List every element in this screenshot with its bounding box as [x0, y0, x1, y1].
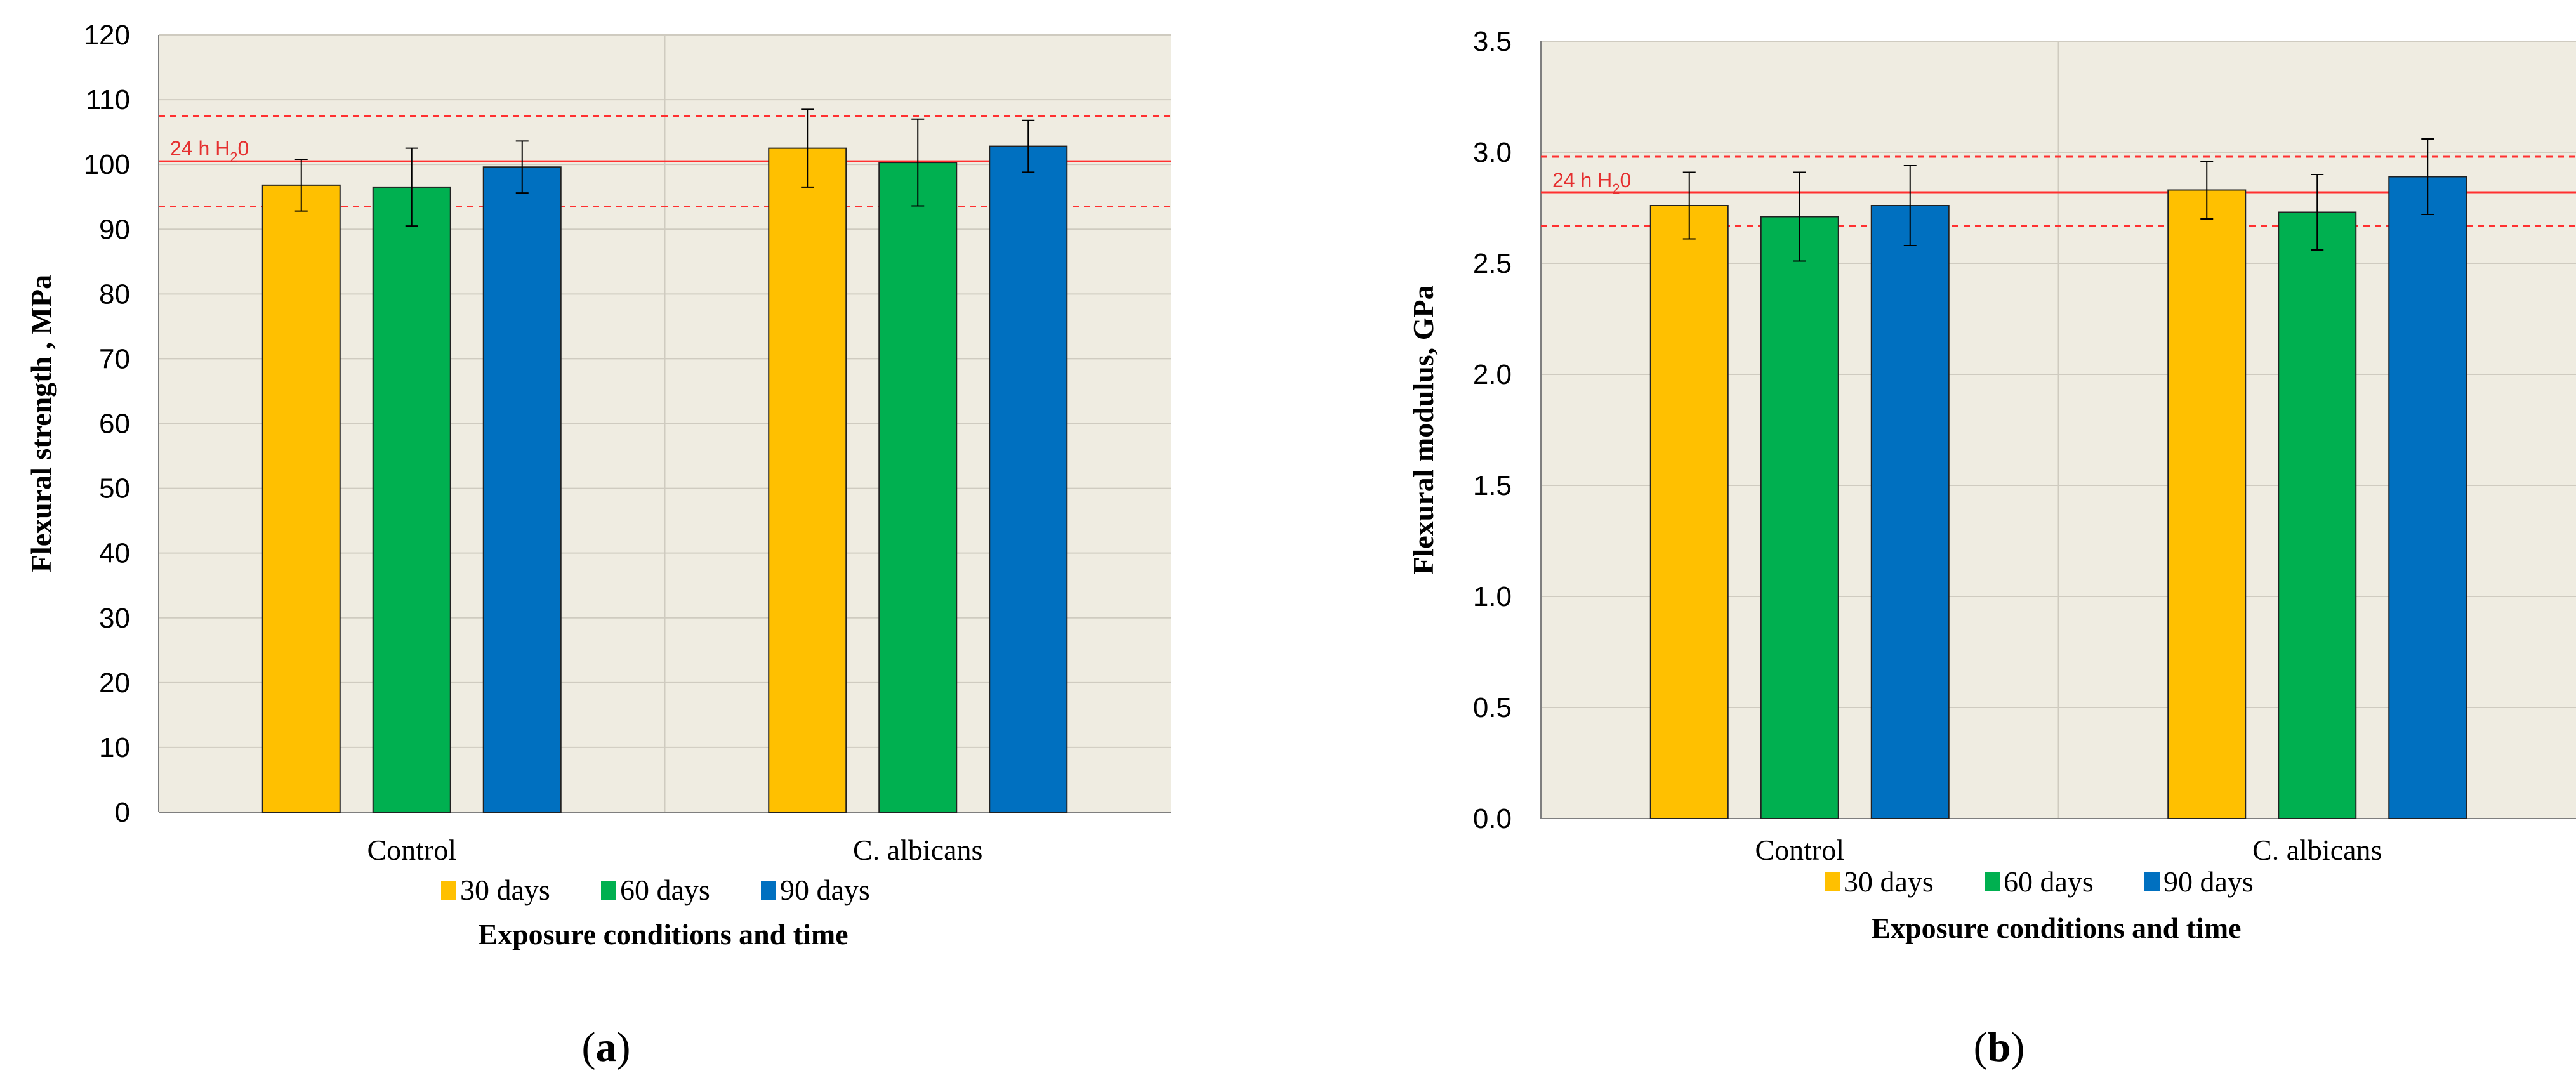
y-tick-label: 60: [99, 409, 130, 440]
bar-30-days-1: [768, 147, 847, 813]
legend-swatch: [601, 881, 616, 900]
legend-label: 30 days: [460, 874, 550, 906]
bar-30-days-1: [2167, 189, 2247, 819]
y-tick-label: 2.0: [1473, 359, 1512, 390]
error-bar: [2421, 138, 2434, 215]
legend-swatch: [1825, 872, 1840, 891]
y-tick-label: 0: [115, 797, 130, 828]
bar-90-days-0: [1870, 205, 1950, 819]
y-tick-label: 20: [99, 667, 130, 699]
y-tick-label: 1.0: [1473, 581, 1512, 612]
y-tick-label: 10: [99, 732, 130, 763]
x-axis-title: Exposure conditions and time: [478, 918, 848, 950]
panel-label: (a): [582, 1024, 631, 1070]
y-tick-label: 70: [99, 343, 130, 374]
error-bar: [2311, 174, 2324, 251]
panel-label-open: (: [582, 1024, 596, 1070]
legend-swatch: [761, 881, 776, 900]
bar-90-days-1: [2388, 176, 2467, 819]
legend-label: 90 days: [2163, 865, 2254, 898]
legend: 30 days 60 days 90 days: [1825, 865, 2254, 898]
y-tick-label: 50: [99, 473, 130, 504]
error-bar: [1022, 119, 1035, 173]
legend-swatch: [1985, 872, 2000, 891]
error-bar: [294, 159, 308, 212]
y-tick-label: 3.5: [1473, 26, 1512, 57]
y-tick-label: 80: [99, 279, 130, 310]
bar-30-days-0: [261, 184, 341, 813]
y-tick-label: 110: [86, 84, 130, 115]
y-tick-label: 40: [99, 538, 130, 569]
x-category-label: C. albicans: [853, 834, 982, 866]
legend-swatch: [441, 881, 456, 900]
panel-label-letter: a: [596, 1024, 617, 1070]
bar-60-days-0: [1760, 216, 1839, 819]
legend: 30 days 60 days 90 days: [441, 874, 870, 906]
reference-label: 24 h H20: [1552, 169, 1631, 197]
y-tick-label: 0.0: [1473, 803, 1512, 834]
y-tick-label: 120: [84, 20, 130, 51]
y-tick-label: 90: [99, 214, 130, 245]
error-bar: [405, 147, 418, 227]
panel-label-letter: b: [1988, 1024, 2011, 1070]
y-tick-label: 100: [84, 149, 130, 180]
reference-label-sub: 2: [1612, 181, 1620, 197]
bar-60-days-1: [878, 162, 958, 813]
panel-label-open: (: [1974, 1024, 1988, 1070]
error-bar: [1682, 171, 1696, 240]
y-axis-title: Flexural strength , MPa: [25, 275, 57, 572]
error-bar: [801, 109, 814, 188]
error-bar: [515, 140, 529, 194]
bar-90-days-1: [989, 145, 1068, 813]
x-category-label: Control: [1755, 834, 1844, 866]
reference-label-main: 24 h H: [170, 137, 230, 160]
reference-label-end: 0: [1620, 169, 1632, 192]
error-bar: [2200, 161, 2214, 220]
x-category-label: Control: [367, 834, 456, 866]
error-bar: [1903, 165, 1917, 246]
x-category-label: C. albicans: [2252, 834, 2382, 866]
y-tick-label: 3.0: [1473, 137, 1512, 168]
legend-label: 60 days: [620, 874, 710, 906]
reference-label: 24 h H20: [170, 137, 249, 165]
legend-label: 60 days: [2004, 865, 2094, 898]
y-axis-title: Flexural modulus, GPa: [1407, 285, 1439, 574]
error-bar: [911, 118, 925, 207]
error-bar: [1793, 171, 1806, 262]
bar-90-days-0: [482, 166, 562, 813]
y-tick-label: 30: [99, 603, 130, 634]
reference-label-main: 24 h H: [1552, 169, 1612, 192]
panel-label-close: ): [617, 1024, 631, 1070]
reference-label-sub: 2: [230, 149, 237, 165]
bar-60-days-0: [372, 186, 451, 813]
bar-30-days-0: [1649, 205, 1729, 819]
panel-label: (b): [1974, 1024, 2025, 1070]
y-tick-label: 1.5: [1473, 470, 1512, 501]
y-tick-label: 0.5: [1473, 692, 1512, 723]
reference-label-end: 0: [238, 137, 249, 160]
bar-60-days-1: [2278, 211, 2357, 819]
y-tick-label: 2.5: [1473, 248, 1512, 279]
x-axis-title: Exposure conditions and time: [1871, 912, 2241, 944]
legend-label: 30 days: [1844, 865, 1934, 898]
panel-label-close: ): [2011, 1024, 2024, 1070]
legend-label: 90 days: [780, 874, 870, 906]
chart-panel-b: 0.0 0.5 1.0 1.5 2.0 2.5 3.0 3.5 24 h H20 Control C…: [1407, 26, 2576, 1070]
legend-swatch: [2144, 872, 2160, 891]
